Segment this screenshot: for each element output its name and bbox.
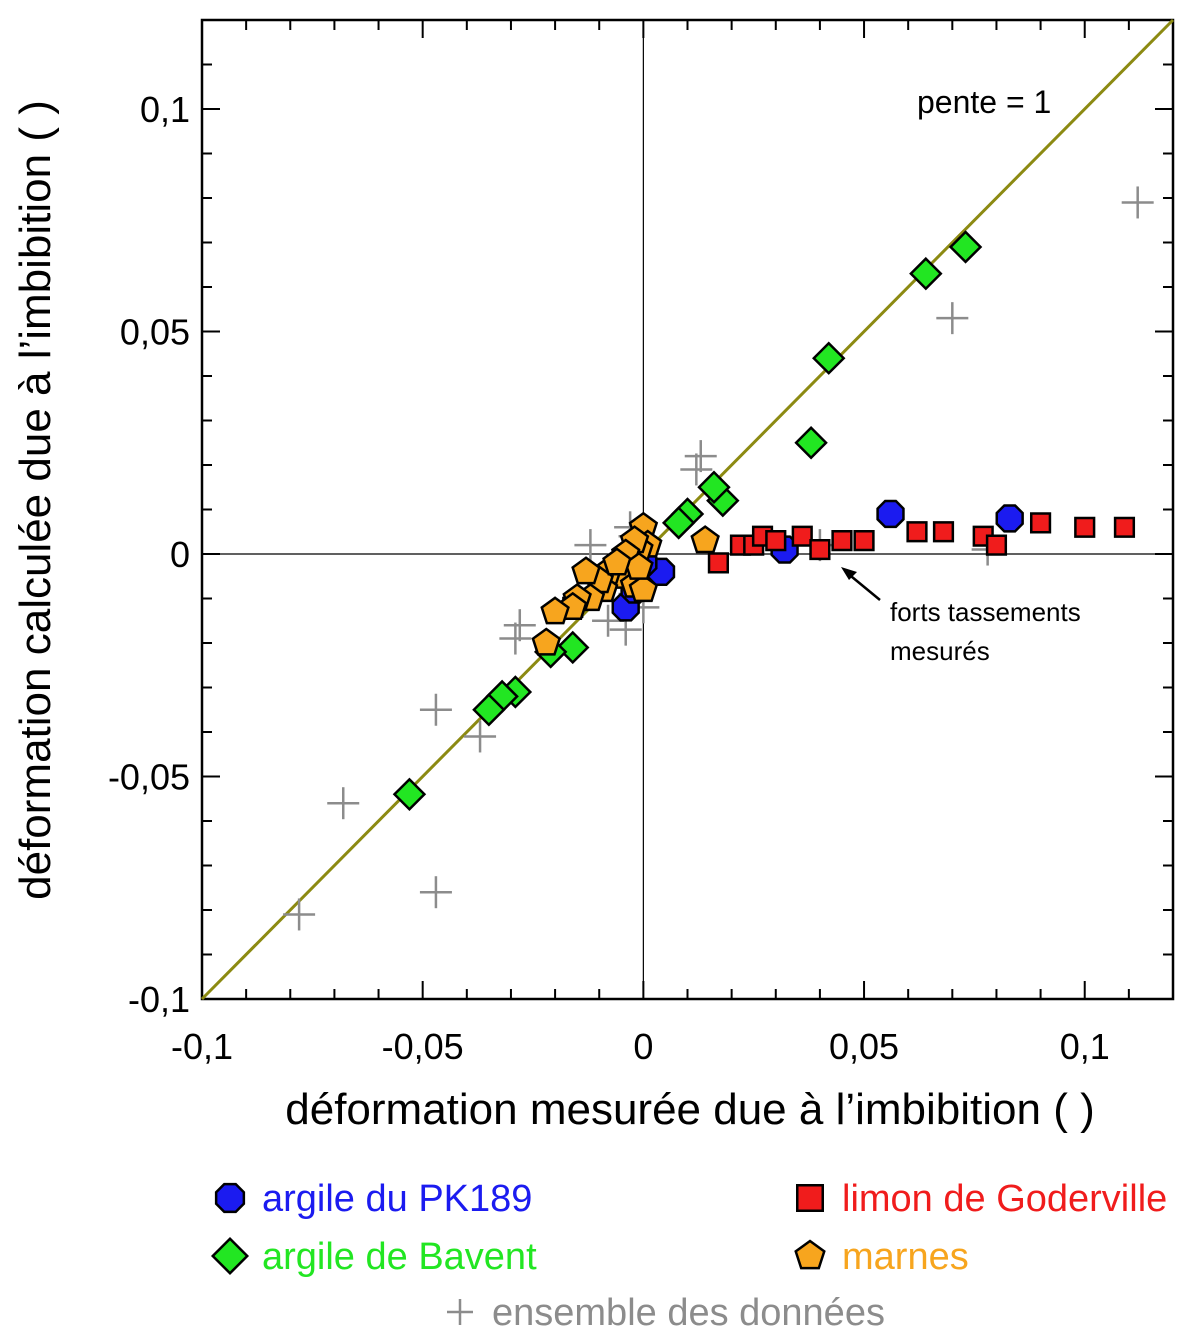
x-tick-label: -0,1 <box>171 1026 233 1067</box>
data-point <box>995 504 1024 533</box>
axes: -0,1 -0,05 0 0,05 0,1 -0,1 -0,05 0 0,05 0,1 <box>108 18 1175 1067</box>
data-point <box>392 777 427 812</box>
data-point <box>540 596 570 625</box>
legend-label: marnes <box>842 1236 969 1278</box>
legend-entry: ensemble des données <box>447 1292 885 1334</box>
data-point <box>985 534 1008 556</box>
x-tick-label: -0,05 <box>382 1026 464 1067</box>
data-point <box>1074 516 1096 538</box>
data-point <box>809 538 831 561</box>
data-point <box>765 530 787 552</box>
data-point <box>690 525 720 554</box>
y-tick-label: 0,1 <box>140 89 190 130</box>
data-point <box>876 499 905 529</box>
legend-entry: marnes <box>794 1236 969 1278</box>
data-point <box>1029 512 1052 534</box>
data-point <box>531 627 562 656</box>
series-pentagon <box>531 511 720 656</box>
data-point <box>503 609 536 642</box>
data-point <box>327 787 360 820</box>
legend-entry: argile du PK189 <box>214 1178 532 1220</box>
data-point <box>574 529 607 562</box>
data-point <box>853 530 875 552</box>
data-point <box>602 547 632 576</box>
legend-label: argile du PK189 <box>262 1178 532 1220</box>
x-tick-label: 0 <box>633 1026 653 1067</box>
annotation-line-2: mesurés <box>890 636 990 666</box>
series-square <box>562 512 1136 618</box>
data-point <box>571 556 601 585</box>
legend-marker <box>794 1239 826 1270</box>
data-point <box>556 630 590 665</box>
data-point <box>419 693 452 726</box>
series-layer <box>283 186 1154 931</box>
legend-marker <box>796 1184 824 1212</box>
data-point <box>628 574 659 603</box>
annotation-line-1: forts tassements <box>890 597 1081 627</box>
legend-marker <box>210 1236 250 1276</box>
data-point <box>794 426 828 460</box>
data-point <box>419 876 452 909</box>
reference-line-label: pente = 1 <box>917 84 1051 120</box>
legend-label: argile de Bavent <box>262 1236 537 1278</box>
legend-entry: limon de Goderville <box>796 1178 1167 1220</box>
annotation-arrowhead <box>841 567 857 580</box>
data-point <box>936 302 969 335</box>
legend: argile du PK189 limon de Goderville argile… <box>210 1178 1167 1334</box>
legend-label: limon de Goderville <box>842 1178 1167 1220</box>
data-point <box>592 604 625 637</box>
data-point <box>1121 186 1154 219</box>
data-point <box>661 506 696 540</box>
data-point <box>684 440 717 473</box>
data-point <box>499 622 532 655</box>
data-point <box>909 256 943 291</box>
data-point <box>680 453 713 486</box>
y-tick-label: 0 <box>170 534 190 575</box>
data-point <box>283 898 316 931</box>
data-point <box>791 525 813 547</box>
y-tick-label: -0,1 <box>128 979 190 1020</box>
data-point <box>707 552 729 574</box>
data-point <box>1113 516 1136 538</box>
x-axis-title: déformation mesurée due à l’imbibition (… <box>285 1085 1095 1134</box>
legend-marker <box>214 1182 246 1214</box>
data-point <box>906 521 928 543</box>
y-tick-label: -0,05 <box>108 757 190 798</box>
y-axis-title: déformation calculée due à l’imbibition … <box>11 100 60 900</box>
legend-entry: argile de Bavent <box>210 1236 537 1278</box>
data-point <box>472 693 506 727</box>
data-point <box>697 470 731 504</box>
legend-marker <box>447 1299 473 1325</box>
data-point <box>831 530 853 552</box>
data-point <box>932 521 955 543</box>
x-tick-label: 0,1 <box>1060 1026 1110 1067</box>
x-tick-label: 0,05 <box>829 1026 899 1067</box>
data-point <box>812 341 846 375</box>
data-point <box>464 720 497 753</box>
data-point <box>948 230 983 264</box>
annotation: forts tassements mesurés <box>841 567 1081 666</box>
y-tick-label: 0,05 <box>120 312 190 353</box>
legend-label: ensemble des données <box>492 1292 885 1334</box>
